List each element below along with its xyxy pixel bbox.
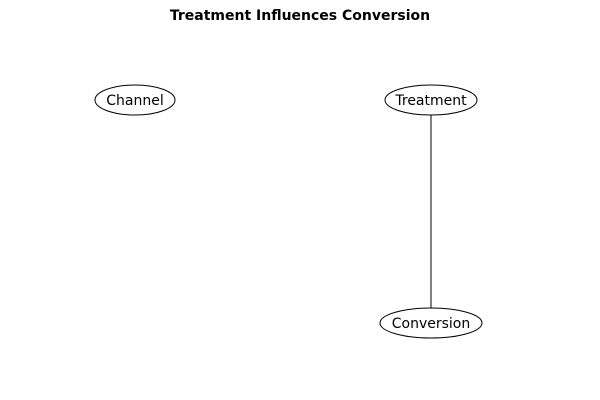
node-treatment: Treatment: [384, 84, 478, 116]
node-channel-ellipse: [94, 84, 176, 116]
diagram-title: Treatment Influences Conversion: [170, 8, 430, 24]
node-conversion-label: Conversion: [392, 316, 471, 332]
node-treatment-label: Treatment: [394, 93, 467, 109]
node-conversion-ellipse: [379, 307, 483, 339]
node-channel: Channel: [94, 84, 176, 116]
node-treatment-ellipse: [384, 84, 478, 116]
node-conversion: Conversion: [379, 307, 483, 339]
node-channel-label: Channel: [106, 93, 163, 109]
